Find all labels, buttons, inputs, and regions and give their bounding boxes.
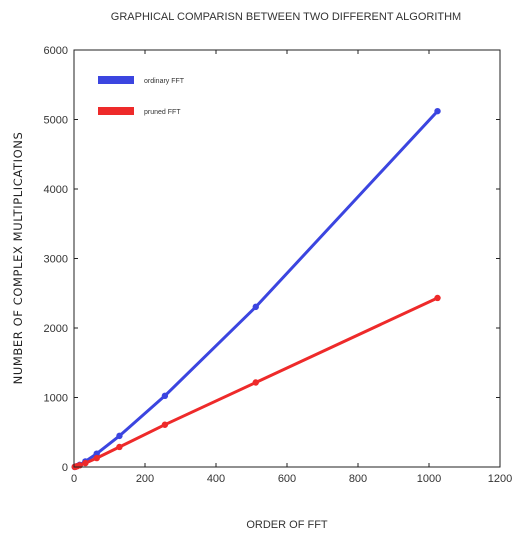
y-tick-label: 6000: [44, 45, 68, 57]
y-tick-label: 2000: [44, 323, 68, 335]
x-tick-label: 1200: [488, 473, 512, 485]
y-tick-label: 3000: [44, 254, 68, 266]
series-line-0: [73, 109, 439, 469]
x-tick-label: 1000: [417, 473, 441, 485]
y-tick-label: 4000: [44, 184, 68, 196]
series-1-point: [116, 443, 123, 451]
x-tick-label: 800: [349, 473, 367, 485]
legend: ordinary FFT pruned FFT: [98, 76, 185, 116]
y-tick-label: 5000: [44, 115, 68, 127]
series-0-point: [93, 450, 100, 457]
x-axis-label: ORDER OF FFT: [246, 519, 328, 531]
series-1-point: [434, 294, 441, 302]
y-axis-label: NUMBER OF COMPLEX MULTIPLICATIONS: [11, 132, 25, 385]
x-tick-label: 200: [136, 473, 154, 485]
x-tick-label: 600: [278, 473, 296, 485]
series-1-point: [82, 459, 89, 467]
y-tick-label: 1000: [44, 393, 68, 405]
series-0-point: [161, 392, 169, 400]
series-1-point: [93, 454, 100, 462]
series-0-point: [434, 107, 441, 115]
series-0-point: [116, 432, 123, 440]
legend-label-1: pruned FFT: [144, 109, 181, 116]
series-0-point: [252, 303, 259, 311]
x-tick-label: 400: [207, 473, 225, 485]
x-tick-label: 0: [71, 473, 77, 485]
chart-title: GRAPHICAL COMPARISN BETWEEN TWO DIFFEREN…: [111, 11, 461, 23]
series-1-point: [161, 421, 169, 428]
legend-label-0: ordinary FFT: [144, 78, 185, 85]
series-1-point: [76, 462, 83, 469]
y-tick-label: 0: [62, 462, 68, 474]
series-1-point: [252, 379, 259, 386]
